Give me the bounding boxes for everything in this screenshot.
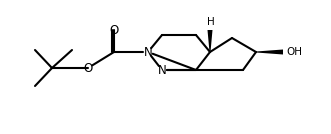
Text: N: N [144, 46, 152, 59]
Text: N: N [158, 64, 166, 77]
Text: O: O [109, 23, 118, 36]
Polygon shape [208, 30, 213, 52]
Text: H: H [207, 17, 215, 27]
Polygon shape [256, 49, 283, 55]
Text: OH: OH [286, 47, 302, 57]
Text: O: O [83, 62, 93, 75]
